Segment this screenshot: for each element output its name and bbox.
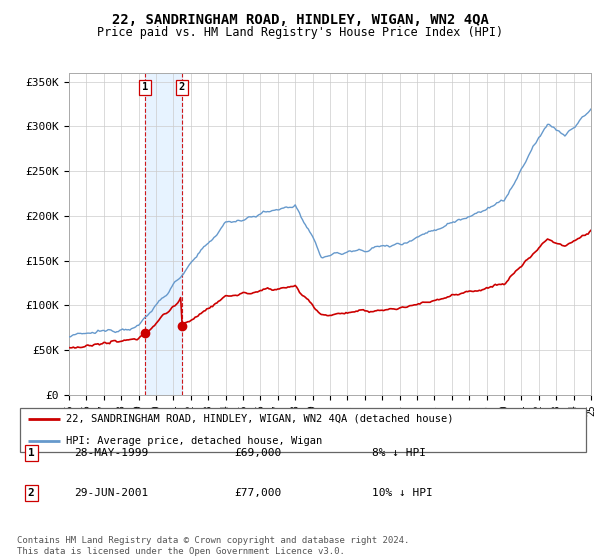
Text: Contains HM Land Registry data © Crown copyright and database right 2024.
This d: Contains HM Land Registry data © Crown c… [17, 536, 409, 556]
Text: 1: 1 [142, 82, 148, 92]
Text: 2: 2 [179, 82, 185, 92]
Text: £69,000: £69,000 [235, 448, 282, 458]
Text: 22, SANDRINGHAM ROAD, HINDLEY, WIGAN, WN2 4QA (detached house): 22, SANDRINGHAM ROAD, HINDLEY, WIGAN, WN… [65, 414, 453, 424]
Text: 29-JUN-2001: 29-JUN-2001 [74, 488, 148, 498]
Text: HPI: Average price, detached house, Wigan: HPI: Average price, detached house, Wiga… [65, 436, 322, 446]
Text: 22, SANDRINGHAM ROAD, HINDLEY, WIGAN, WN2 4QA: 22, SANDRINGHAM ROAD, HINDLEY, WIGAN, WN… [112, 13, 488, 27]
Text: Price paid vs. HM Land Registry's House Price Index (HPI): Price paid vs. HM Land Registry's House … [97, 26, 503, 39]
Text: 1: 1 [28, 448, 35, 458]
Bar [145, 73, 182, 395]
Text: 28-MAY-1999: 28-MAY-1999 [74, 448, 148, 458]
Text: 8% ↓ HPI: 8% ↓ HPI [372, 448, 426, 458]
FancyBboxPatch shape [20, 408, 586, 452]
Text: 10% ↓ HPI: 10% ↓ HPI [372, 488, 433, 498]
Text: £77,000: £77,000 [235, 488, 282, 498]
Text: 2: 2 [28, 488, 35, 498]
